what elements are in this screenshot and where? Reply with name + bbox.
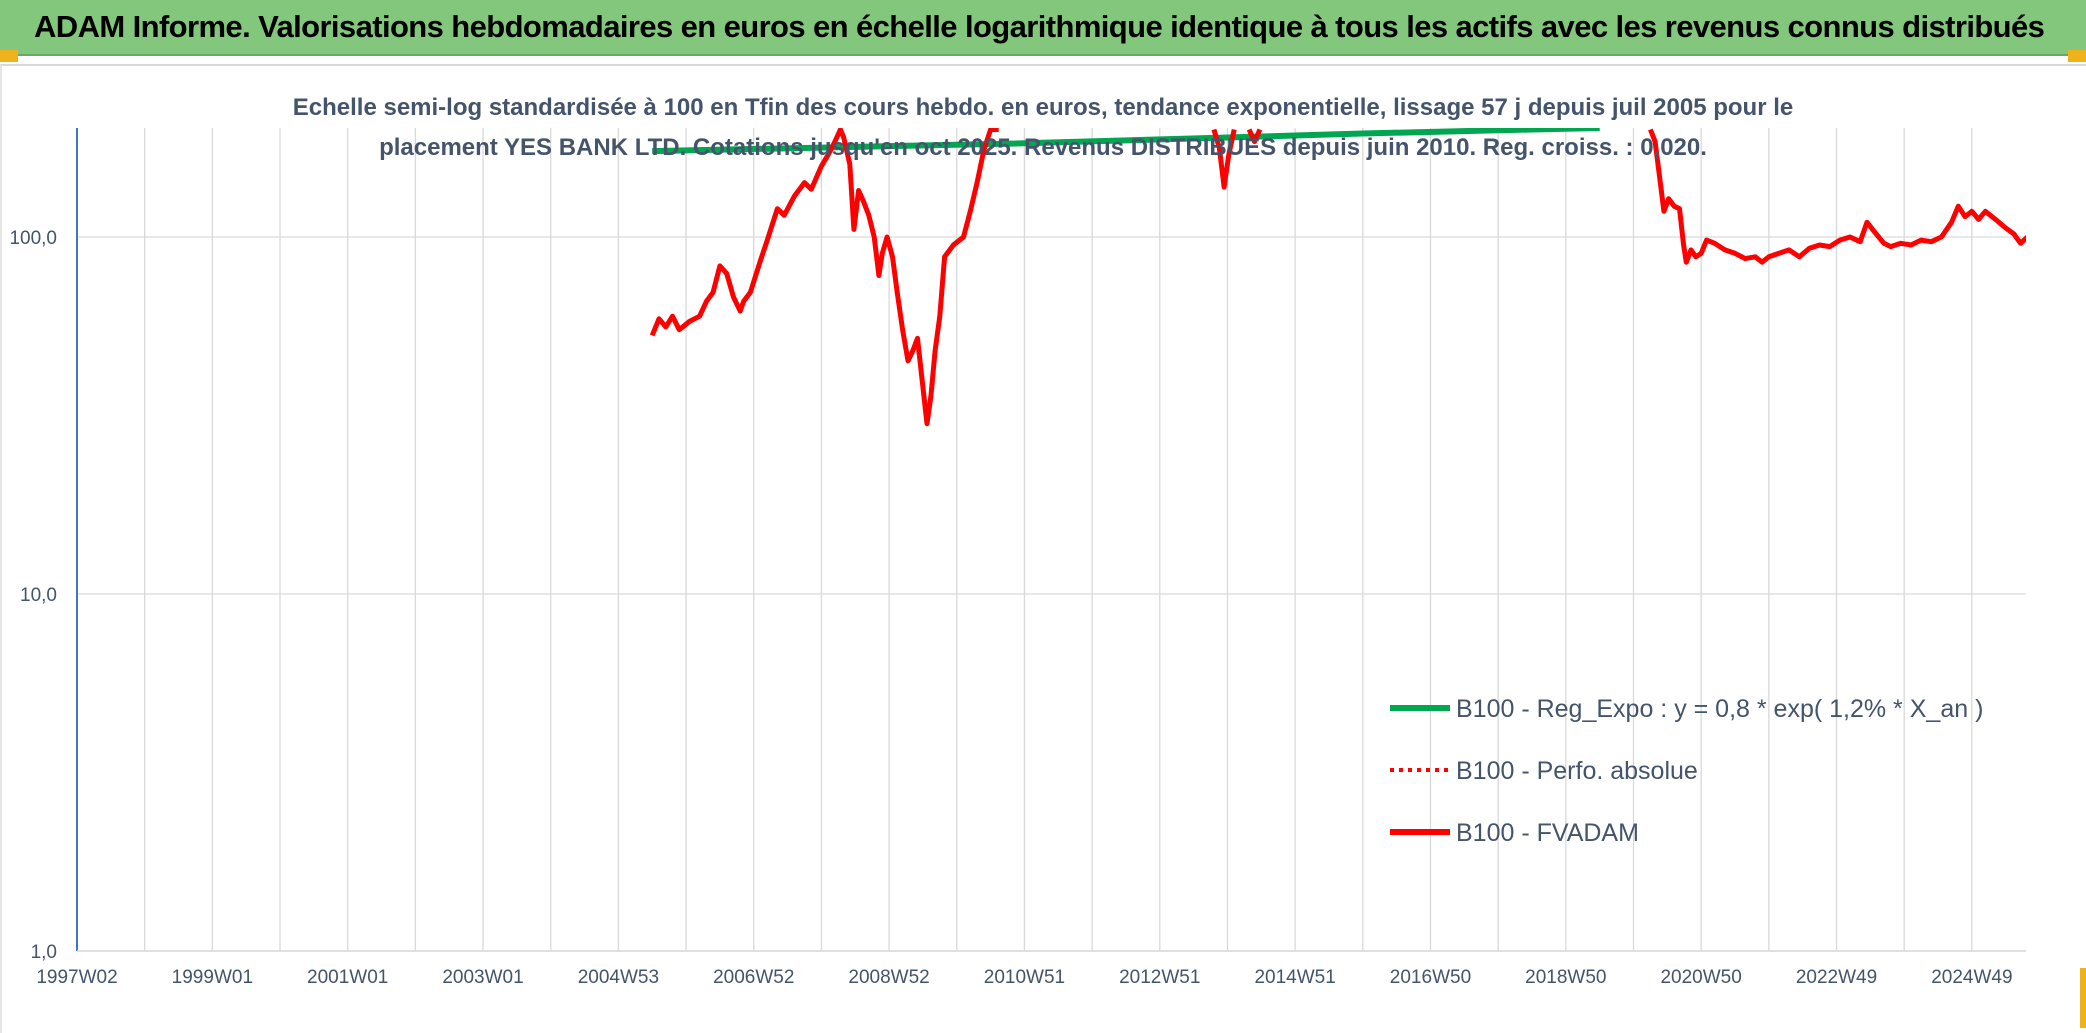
legend-perfo-absolue: B100 - Perfo. absolue bbox=[1390, 757, 1698, 785]
legend-label: B100 - FVADAM bbox=[1456, 819, 1639, 847]
legend-reg-expo: B100 - Reg_Expo : y = 0,8 * exp( 1,2% * … bbox=[1390, 695, 1983, 723]
x-tick-label: 2003W01 bbox=[442, 967, 523, 988]
x-axis-ticks: 1997W02 1999W01 2001W01 2003W01 2004W53 2006W… bbox=[36, 967, 2012, 988]
y-axis-ticks: 1,0 10,0 100,0 bbox=[9, 228, 57, 963]
legend-fvadam: B100 - FVADAM bbox=[1390, 819, 1639, 847]
legend-label: B100 - Perfo. absolue bbox=[1456, 757, 1698, 785]
x-tick-label: 2020W50 bbox=[1660, 967, 1741, 988]
x-tick-label: 2022W49 bbox=[1796, 967, 1877, 988]
banner-corner-left bbox=[0, 50, 18, 62]
x-tick-label: 2010W51 bbox=[984, 967, 1065, 988]
x-tick-label: 2014W51 bbox=[1254, 967, 1335, 988]
x-tick-label: 1999W01 bbox=[172, 967, 253, 988]
x-tick-label: 2024W49 bbox=[1931, 967, 2012, 988]
legend-label: B100 - Reg_Expo : y = 0,8 * exp( 1,2% * … bbox=[1456, 695, 1983, 723]
banner-corner-right bbox=[2068, 50, 2086, 62]
x-tick-label: 2018W50 bbox=[1525, 967, 1606, 988]
frame-corner-right bbox=[2080, 968, 2086, 1028]
chart-frame bbox=[0, 64, 2086, 1033]
y-tick-label: 1,0 bbox=[31, 942, 57, 963]
x-tick-label: 2006W52 bbox=[713, 967, 794, 988]
chart-title-line: Echelle semi-log standardisée à 100 en T… bbox=[293, 94, 1794, 121]
report-banner: ADAM Informe. Valorisations hebdomadaire… bbox=[0, 0, 2086, 56]
chart-legend: B100 - Reg_Expo : y = 0,8 * exp( 1,2% * … bbox=[1390, 695, 1983, 847]
x-tick-label: 2016W50 bbox=[1390, 967, 1471, 988]
chart-axes bbox=[76, 128, 2026, 952]
y-tick-label: 10,0 bbox=[20, 585, 57, 606]
series-fvadam-line bbox=[649, 128, 999, 427]
series-fvadam-segment bbox=[1211, 128, 1237, 190]
series-fvadam-segment bbox=[1246, 128, 1263, 145]
y-tick-label: 100,0 bbox=[9, 228, 57, 249]
series-fvadam-segment bbox=[1648, 128, 2026, 265]
report-title: ADAM Informe. Valorisations hebdomadaire… bbox=[34, 9, 2045, 44]
x-tick-label: 2008W52 bbox=[848, 967, 929, 988]
x-tick-label: 1997W02 bbox=[36, 967, 117, 988]
x-tick-label: 2001W01 bbox=[307, 967, 388, 988]
chart-title-line: placement YES BANK LTD. Cotations jusqu'… bbox=[379, 134, 1707, 161]
series-reg-expo-line bbox=[652, 128, 1600, 155]
chart-title-block: Echelle semi-log standardisée à 100 en T… bbox=[293, 94, 1794, 161]
plot-area bbox=[649, 128, 2026, 427]
x-tick-label: 2012W51 bbox=[1119, 967, 1200, 988]
x-tick-label: 2004W53 bbox=[578, 967, 659, 988]
